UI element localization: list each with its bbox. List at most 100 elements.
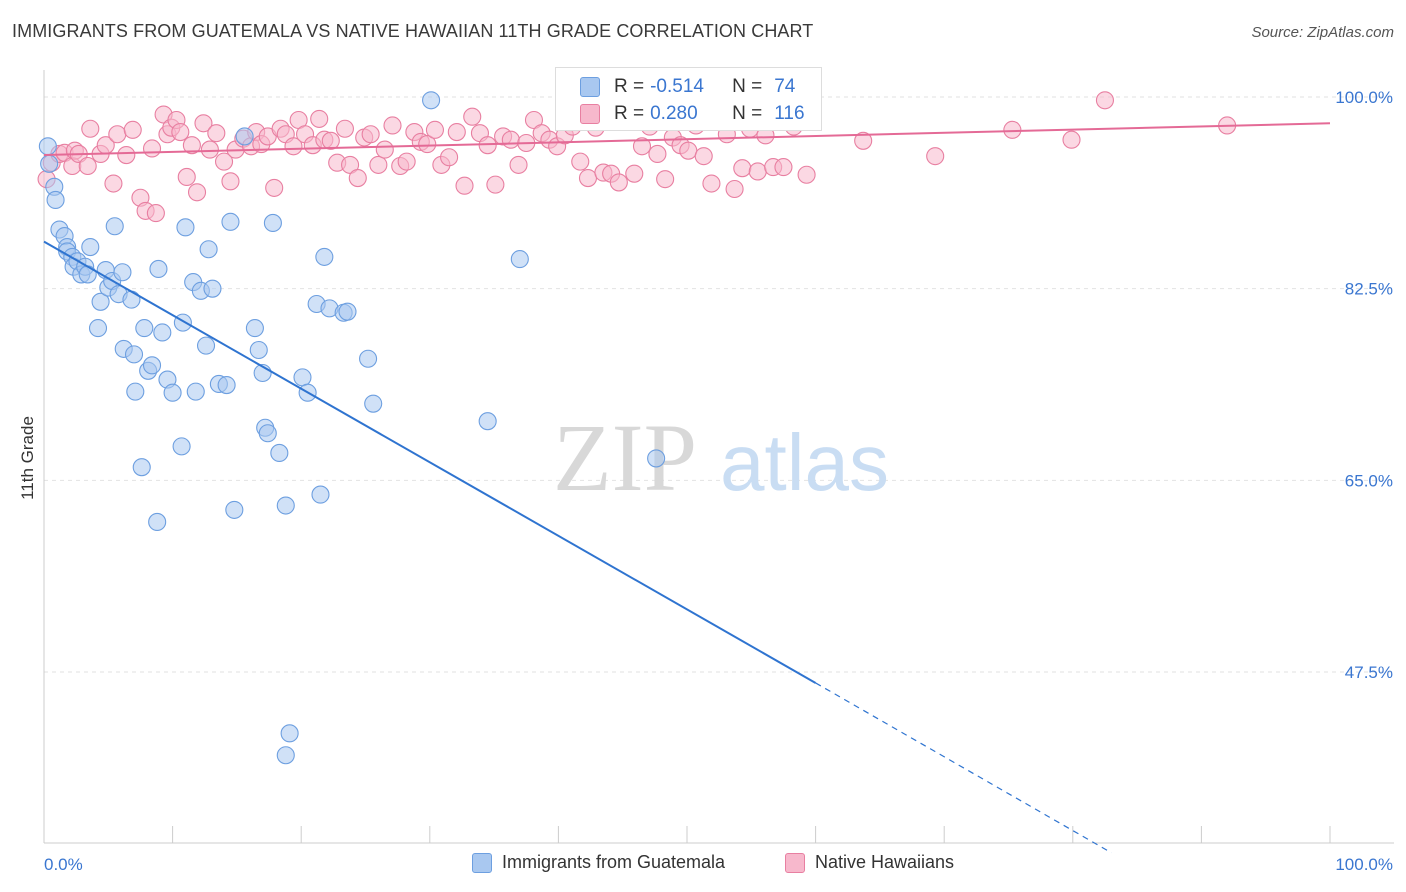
native-hawaiians-point-55 xyxy=(375,140,394,159)
trend-line-guatemala xyxy=(43,240,817,684)
legend-n-label: N = xyxy=(732,76,763,97)
legend-row-guatemala: R = -0.514 N = 74 xyxy=(580,74,795,100)
native-hawaiians-point-23 xyxy=(171,122,190,142)
bottom-legend-item-native-hawaiians: Native Hawaiians xyxy=(785,852,954,873)
native-hawaiians-point-54 xyxy=(369,155,388,174)
guatemala-point-69 xyxy=(364,394,383,413)
guatemala-point-28 xyxy=(135,319,154,338)
y-axis-label: 11th Grade xyxy=(18,416,37,500)
native-hawaiians-point-86 xyxy=(609,173,628,192)
native-hawaiians-point-88 xyxy=(625,164,644,183)
native-hawaiians-point-56 xyxy=(383,116,402,135)
guatemala-point-31 xyxy=(148,512,167,532)
guatemala-point-54 xyxy=(258,424,277,443)
legend-row-native-hawaiians: R = 0.280 N = 116 xyxy=(580,101,805,127)
native-hawaiians-point-30 xyxy=(214,152,234,171)
native-hawaiians-point-29 xyxy=(207,124,226,143)
native-hawaiians-point-61 xyxy=(418,135,437,154)
native-hawaiians-point-70 xyxy=(486,175,505,194)
guatemala-point-67 xyxy=(338,302,357,321)
native-hawaiians-point-47 xyxy=(321,131,340,150)
bottom-legend-label-guatemala: Immigrants from Guatemala xyxy=(502,852,726,872)
guatemala-point-59 xyxy=(280,724,299,743)
native-hawaiians-point-98 xyxy=(702,174,721,193)
native-hawaiians-point-26 xyxy=(187,183,207,202)
guatemala-point-58 xyxy=(276,746,295,765)
x-tick-label-left: 0.0% xyxy=(44,855,83,874)
native-hawaiians-point-51 xyxy=(348,168,367,188)
native-hawaiians-point-111 xyxy=(926,147,945,166)
native-hawaiians-point-113 xyxy=(1062,130,1081,149)
y-tick-label-3: 47.5% xyxy=(1345,663,1393,682)
guatemala-point-0 xyxy=(38,137,57,156)
native-hawaiians-point-67 xyxy=(463,107,482,126)
native-hawaiians-point-27 xyxy=(194,114,213,133)
watermark-zip: ZIP xyxy=(553,404,697,511)
legend-r-label: R = xyxy=(614,103,645,124)
bottom-legend-swatch-guatemala xyxy=(472,852,492,873)
native-hawaiians-point-114 xyxy=(1095,91,1114,110)
native-hawaiians-point-12 xyxy=(108,125,127,144)
guatemala-point-64 xyxy=(315,247,334,266)
guatemala-point-46 xyxy=(217,375,236,395)
legend-n-value: 116 xyxy=(774,103,805,124)
native-hawaiians-point-82 xyxy=(578,168,598,188)
native-hawaiians-point-13 xyxy=(117,145,136,165)
guatemala-point-15 xyxy=(88,319,108,338)
native-hawaiians-point-92 xyxy=(656,170,675,189)
native-hawaiians-point-8 xyxy=(81,119,100,138)
native-hawaiians-point-31 xyxy=(221,172,240,191)
native-hawaiians-point-18 xyxy=(146,204,165,223)
guatemala-point-20 xyxy=(105,217,124,236)
bottom-legend: Immigrants from Guatemala Native Hawaiia… xyxy=(0,852,1406,876)
trend-line-native-hawaiians xyxy=(43,122,1331,157)
guatemala-point-56 xyxy=(270,443,289,463)
guatemala-point-68 xyxy=(359,349,378,368)
native-hawaiians-point-53 xyxy=(361,125,380,144)
native-hawaiians-point-112 xyxy=(1003,120,1022,139)
guatemala-point-42 xyxy=(196,336,216,355)
y-tick-label-2: 65.0% xyxy=(1345,471,1393,490)
guatemala-point-24 xyxy=(122,290,141,309)
native-hawaiians-point-62 xyxy=(425,120,444,139)
native-hawaiians-point-28 xyxy=(200,140,219,159)
native-hawaiians-point-107 xyxy=(774,158,793,177)
native-hawaiians-point-17 xyxy=(142,139,162,158)
guatemala-point-70 xyxy=(422,91,441,110)
y-tick-label-1: 82.5% xyxy=(1345,280,1393,299)
legend-swatch-guatemala xyxy=(580,77,600,97)
native-hawaiians-point-41 xyxy=(284,137,303,156)
stats-legend: R = -0.514 N = 74 R = 0.280 N = 116 xyxy=(555,67,822,131)
native-hawaiians-point-11 xyxy=(104,174,123,193)
legend-n-value: 74 xyxy=(774,76,796,97)
native-hawaiians-point-110 xyxy=(854,131,873,150)
bottom-legend-item-guatemala: Immigrants from Guatemala xyxy=(472,852,725,873)
native-hawaiians-point-109 xyxy=(797,165,816,184)
guatemala-point-3 xyxy=(46,190,65,210)
y-tick-label-0: 100.0% xyxy=(1335,88,1393,107)
guatemala-point-60 xyxy=(293,368,312,387)
native-hawaiians-point-89 xyxy=(632,137,652,156)
native-hawaiians-point-25 xyxy=(182,136,201,155)
native-hawaiians-point-81 xyxy=(571,152,590,171)
guatemala-point-22 xyxy=(113,263,132,282)
native-hawaiians-point-91 xyxy=(648,144,667,164)
guatemala-point-32 xyxy=(149,259,168,279)
guatemala-point-57 xyxy=(276,496,295,515)
native-hawaiians-point-73 xyxy=(509,155,528,174)
x-tick-label-right: 100.0% xyxy=(1335,855,1393,874)
native-hawaiians-point-7 xyxy=(78,156,97,176)
guatemala-point-50 xyxy=(245,319,264,338)
guatemala-point-33 xyxy=(153,323,172,342)
native-hawaiians-point-58 xyxy=(397,152,416,171)
trend-line-guatemala-extension xyxy=(815,682,1112,854)
legend-r-value: 0.280 xyxy=(650,103,698,124)
native-hawaiians-point-97 xyxy=(694,147,713,166)
native-hawaiians-point-38 xyxy=(265,178,284,197)
guatemala-point-16 xyxy=(91,292,110,311)
guatemala-point-35 xyxy=(163,383,182,402)
guatemala-point-14 xyxy=(81,237,100,257)
guatemala-point-43 xyxy=(199,240,218,259)
guatemala-point-73 xyxy=(647,449,666,468)
